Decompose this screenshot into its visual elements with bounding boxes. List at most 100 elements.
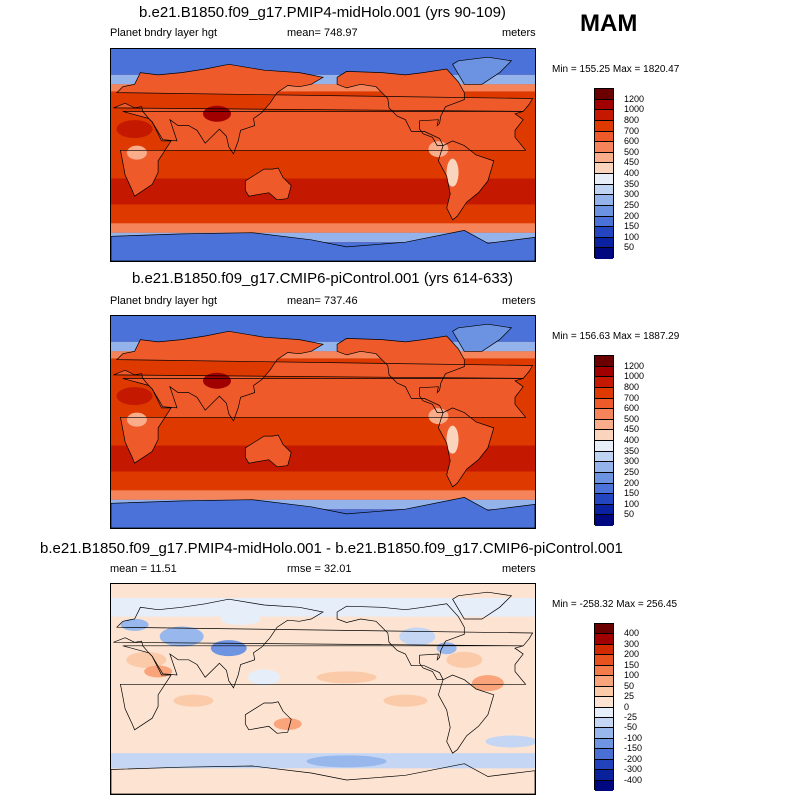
panel-2-title: b.e21.B1850.f09_g17.CMIP6-piControl.001 … [131, 270, 514, 287]
coastline [111, 230, 535, 261]
map-field [111, 584, 535, 794]
colorbar-tick-label: 250 [624, 199, 640, 210]
congo-low [126, 412, 147, 427]
coastline [336, 603, 465, 681]
colorbar-box [595, 356, 613, 367]
panel-3-units-label: meters [502, 563, 536, 575]
panel-3-rmse-label: rmse = 32.01 [287, 563, 352, 575]
panel-3-min-max: Min = -258.32 Max = 256.45 [552, 599, 678, 610]
colorbar-tick-label: 400 [624, 435, 640, 445]
season-label: MAM [580, 10, 638, 37]
land-fill [337, 69, 465, 146]
colorbar-box [595, 142, 613, 153]
antarctic-edge-band [111, 499, 535, 510]
coastline [438, 407, 495, 488]
colorbar-tick-label: 0 [624, 701, 630, 712]
colorbar-box [595, 504, 613, 516]
colorbar-box [595, 780, 613, 791]
colorbar-box [595, 237, 613, 249]
southern-ocean-band [111, 223, 535, 233]
coastline [438, 140, 495, 221]
colorbar-box [595, 366, 613, 378]
coastline [452, 56, 513, 85]
diff-arctic-band [111, 598, 535, 617]
panel-1-variable-label: Planet bndry layer hgt [110, 27, 218, 39]
colorbar-box [595, 205, 613, 217]
northern-midlat-band [111, 351, 535, 359]
panel-2-colorbar [594, 355, 614, 526]
colorbar-box [595, 120, 613, 132]
diff-anomaly-blob [173, 694, 214, 707]
colorbar-tick-label: 700 [624, 125, 640, 136]
land-fill [337, 336, 465, 413]
colorbar-box [595, 494, 613, 505]
colorbar-box [595, 441, 613, 452]
colorbar-tick-label: 50 [624, 242, 635, 253]
colorbar-tick-label: 100 [624, 498, 640, 509]
coastline [244, 167, 292, 201]
colorbar-box [595, 676, 613, 687]
colorbar-box [595, 216, 613, 228]
coastline [452, 591, 513, 620]
colorbar-box [595, 174, 613, 185]
colorbar-tick-label: 150 [624, 659, 640, 670]
colorbar-tick-label: 300 [624, 189, 640, 200]
colorbar-tick-label: 500 [624, 413, 640, 424]
panel-3-mean-label: mean = 11.51 [110, 563, 177, 575]
andes-low [446, 158, 459, 187]
colorbar-tick-label: 50 [624, 680, 635, 691]
colorbar-tick-label: 350 [624, 178, 640, 189]
colorbar-tick-label: 250 [624, 466, 640, 477]
panel-1-map [110, 48, 536, 262]
colorbar-tick-label: 200 [624, 210, 640, 221]
colorbar-box [595, 483, 613, 495]
colorbar-box [595, 398, 613, 410]
colorbar-tick-label: 150 [624, 221, 640, 232]
colorbar-tick-label: -25 [624, 711, 638, 722]
coastline [452, 323, 513, 352]
colorbar-box [595, 472, 613, 484]
colorbar-tick-label: 200 [624, 649, 640, 660]
colorbar-box [595, 728, 613, 739]
coastline [244, 701, 292, 734]
colorbar-tick-label: 800 [624, 114, 640, 125]
diff-anomaly-blob [399, 627, 436, 646]
diff-anomaly-blob [446, 651, 483, 668]
colorbar-tick-label: 300 [624, 456, 640, 467]
diff-anomaly-blob [159, 626, 204, 647]
colorbar-box [595, 624, 613, 635]
diff-anomaly-blob [471, 675, 504, 692]
colorbar-tick-label: 100 [624, 670, 640, 681]
coastline [113, 63, 534, 155]
panel-1-title: b.e21.B1850.f09_g17.PMIP4-midHolo.001 (y… [139, 4, 506, 21]
colorbar-box [595, 644, 613, 656]
land-fill [452, 324, 512, 352]
colorbar-box [595, 163, 613, 174]
northern-midlat-band [111, 84, 535, 92]
diff-anomaly-blob [273, 718, 302, 730]
colorbar-tick-label: -50 [624, 722, 638, 733]
map-field [111, 49, 535, 261]
colorbar-tick-label: 300 [624, 638, 640, 649]
colorbar-box [595, 749, 613, 760]
colorbar-tick-label: 700 [624, 392, 640, 403]
panel-2-map [110, 315, 536, 529]
colorbar-tick-label: 200 [624, 477, 640, 488]
colorbar-box [595, 99, 613, 111]
diff-anomaly-blob [383, 694, 428, 707]
panel-1-mean-label: mean= 748.97 [287, 27, 358, 39]
coastline [113, 330, 534, 422]
colorbar-box [595, 227, 613, 238]
colorbar-box [595, 152, 613, 164]
colorbar-box [595, 131, 613, 143]
colorbar-tick-label: 50 [624, 509, 635, 520]
colorbar-tick-label: -200 [624, 753, 643, 764]
colorbar-tick-label: 600 [624, 403, 640, 414]
panel-2-variable-label: Planet bndry layer hgt [110, 295, 218, 307]
colorbar-tick-label: 1000 [624, 104, 645, 115]
coastline [244, 434, 292, 468]
colorbar-tick-label: 400 [624, 168, 640, 178]
colorbar-tick-label: 1200 [624, 93, 645, 104]
colorbar-tick-label: 400 [624, 628, 640, 639]
colorbar-tick-label: -100 [624, 732, 643, 743]
